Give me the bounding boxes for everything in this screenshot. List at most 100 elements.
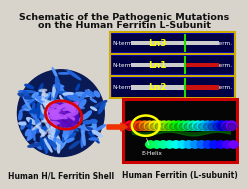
Ellipse shape: [59, 102, 69, 108]
Ellipse shape: [210, 141, 219, 148]
Ellipse shape: [58, 111, 70, 115]
Ellipse shape: [90, 119, 97, 123]
Ellipse shape: [70, 102, 78, 106]
Ellipse shape: [149, 121, 159, 130]
Ellipse shape: [45, 102, 48, 112]
Ellipse shape: [46, 111, 54, 115]
Ellipse shape: [79, 114, 88, 121]
Bar: [112, 78, 233, 97]
Ellipse shape: [49, 107, 57, 118]
Ellipse shape: [81, 124, 85, 134]
Ellipse shape: [47, 117, 56, 129]
Ellipse shape: [52, 97, 60, 110]
Ellipse shape: [57, 139, 62, 144]
Ellipse shape: [39, 101, 41, 112]
Ellipse shape: [55, 100, 63, 104]
Ellipse shape: [91, 107, 97, 110]
Ellipse shape: [35, 118, 41, 129]
Ellipse shape: [53, 112, 56, 115]
Ellipse shape: [46, 115, 59, 120]
Ellipse shape: [197, 121, 208, 130]
Ellipse shape: [54, 105, 55, 110]
Ellipse shape: [164, 121, 174, 130]
Ellipse shape: [66, 129, 74, 138]
Ellipse shape: [54, 119, 58, 131]
Ellipse shape: [46, 104, 52, 116]
Ellipse shape: [194, 123, 202, 130]
Ellipse shape: [63, 108, 72, 110]
Ellipse shape: [155, 123, 163, 130]
Text: N-term.: N-term.: [113, 63, 135, 68]
Ellipse shape: [145, 123, 154, 130]
Ellipse shape: [19, 112, 22, 120]
Ellipse shape: [53, 119, 58, 125]
Ellipse shape: [140, 123, 149, 130]
Ellipse shape: [139, 121, 150, 130]
Ellipse shape: [193, 121, 203, 130]
Ellipse shape: [126, 123, 134, 130]
Ellipse shape: [23, 97, 31, 111]
Ellipse shape: [53, 144, 56, 150]
Ellipse shape: [36, 127, 47, 133]
Ellipse shape: [46, 102, 48, 117]
Ellipse shape: [20, 105, 29, 112]
Ellipse shape: [57, 106, 61, 116]
Ellipse shape: [62, 104, 64, 114]
Ellipse shape: [197, 141, 206, 148]
Ellipse shape: [57, 103, 68, 109]
Ellipse shape: [41, 99, 50, 102]
Ellipse shape: [37, 102, 39, 118]
Ellipse shape: [60, 104, 66, 109]
Ellipse shape: [55, 108, 67, 115]
Ellipse shape: [35, 98, 49, 104]
Ellipse shape: [56, 103, 60, 119]
Ellipse shape: [136, 123, 144, 130]
Text: Human H/L Ferritin Shell: Human H/L Ferritin Shell: [8, 171, 114, 180]
Ellipse shape: [52, 68, 57, 77]
Bar: [186, 85, 219, 90]
Ellipse shape: [32, 123, 41, 130]
Ellipse shape: [72, 108, 75, 121]
Ellipse shape: [57, 110, 66, 114]
Ellipse shape: [88, 90, 92, 97]
Ellipse shape: [36, 84, 43, 98]
Ellipse shape: [46, 101, 53, 105]
Ellipse shape: [81, 135, 83, 147]
Ellipse shape: [27, 128, 37, 140]
Ellipse shape: [75, 115, 77, 126]
Ellipse shape: [19, 91, 35, 93]
Ellipse shape: [58, 106, 67, 117]
Ellipse shape: [25, 96, 33, 99]
Ellipse shape: [54, 119, 57, 128]
Ellipse shape: [178, 121, 188, 130]
Bar: [112, 34, 233, 52]
Ellipse shape: [48, 140, 57, 147]
Ellipse shape: [39, 115, 46, 121]
Ellipse shape: [64, 128, 68, 142]
Ellipse shape: [48, 136, 58, 146]
Ellipse shape: [53, 86, 55, 98]
Ellipse shape: [203, 141, 213, 148]
Text: Ln2: Ln2: [148, 83, 167, 92]
Ellipse shape: [30, 112, 39, 115]
Ellipse shape: [92, 121, 96, 134]
Ellipse shape: [61, 115, 68, 117]
Ellipse shape: [216, 141, 225, 148]
Ellipse shape: [19, 122, 26, 125]
Ellipse shape: [48, 108, 52, 116]
Ellipse shape: [36, 126, 41, 129]
Bar: [186, 63, 219, 67]
Ellipse shape: [61, 122, 67, 128]
Ellipse shape: [44, 118, 49, 128]
Text: Schematic of the Pathogenic Mutations: Schematic of the Pathogenic Mutations: [19, 13, 230, 22]
Ellipse shape: [82, 130, 85, 145]
Ellipse shape: [165, 141, 174, 148]
Ellipse shape: [54, 85, 64, 87]
Ellipse shape: [32, 103, 35, 112]
Ellipse shape: [71, 105, 78, 111]
Ellipse shape: [47, 104, 53, 117]
Ellipse shape: [32, 93, 38, 97]
Ellipse shape: [25, 84, 33, 88]
Ellipse shape: [144, 121, 155, 130]
Ellipse shape: [67, 70, 81, 80]
